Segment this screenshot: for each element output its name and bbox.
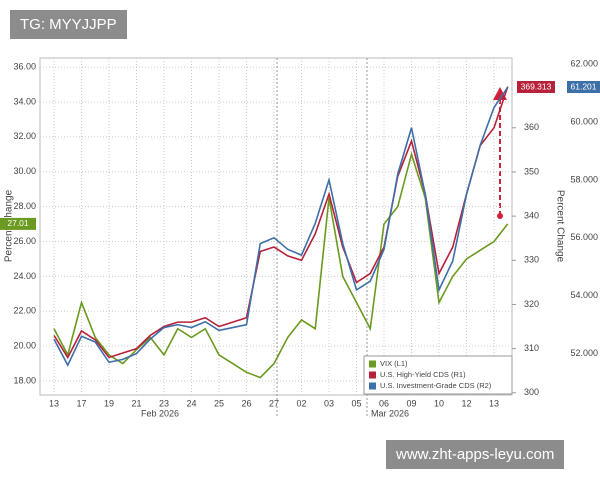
arrow-head <box>493 87 507 100</box>
y-tick-label: 36.00 <box>13 61 36 71</box>
y2-tick-label: 310 <box>524 343 539 353</box>
value-tag-label: 27.01 <box>7 218 29 228</box>
y2-tick-label: 360 <box>524 122 539 132</box>
watermark: TG: MYYJJPP <box>10 10 127 39</box>
x-group-label: Mar 2026 <box>371 408 409 418</box>
value-tag <box>517 81 555 93</box>
y-tick-label: 30.00 <box>13 166 36 176</box>
y2-tick-label: 330 <box>524 255 539 265</box>
value-tag-label: 61.201 <box>571 81 597 91</box>
x-tick-label: 23 <box>159 398 169 408</box>
y-tick-label: 24.00 <box>13 271 36 281</box>
legend-swatch <box>369 382 376 390</box>
legend-label: U.S. High-Yield CDS (R1) <box>380 370 466 379</box>
x-tick-label: 21 <box>131 398 141 408</box>
y2-axis-title: Percent Change <box>554 190 565 263</box>
y3-tick-label: 52.000 <box>570 348 598 358</box>
series-line <box>53 86 509 360</box>
x-group-label: Feb 2026 <box>141 408 179 418</box>
y3-tick-label: 58.000 <box>570 174 598 184</box>
x-tick-label: 13 <box>49 398 59 408</box>
series-line <box>53 151 509 379</box>
y3-tick-label: 60.000 <box>570 116 598 126</box>
legend-swatch <box>369 371 376 379</box>
y2-tick-label: 350 <box>524 166 539 176</box>
x-tick-label: 02 <box>296 398 306 408</box>
series-line <box>53 86 509 367</box>
y-tick-label: 28.00 <box>13 201 36 211</box>
x-tick-label: 24 <box>186 398 196 408</box>
x-tick-label: 06 <box>379 398 389 408</box>
legend-swatch <box>369 360 376 368</box>
y-tick-label: 22.00 <box>13 306 36 316</box>
value-tag-label: 369.313 <box>521 81 552 91</box>
x-tick-label: 13 <box>489 398 499 408</box>
y2-tick-label: 320 <box>524 299 539 309</box>
legend-label: VIX (L1) <box>380 359 408 368</box>
y2-tick-label: 300 <box>524 387 539 397</box>
x-tick-label: 26 <box>241 398 251 408</box>
y-tick-label: 26.00 <box>13 236 36 246</box>
arrow-tail <box>497 213 503 219</box>
x-tick-label: 05 <box>351 398 361 408</box>
x-tick-label: 09 <box>406 398 416 408</box>
x-tick-label: 19 <box>104 398 114 408</box>
value-tag <box>0 217 36 230</box>
y3-tick-label: 62.000 <box>570 58 598 68</box>
y-tick-label: 34.00 <box>13 96 36 106</box>
y-tick-label: 18.00 <box>13 375 36 385</box>
legend-label: U.S. Investment-Grade CDS (R2) <box>380 381 492 390</box>
y3-tick-label: 54.000 <box>570 290 598 300</box>
x-tick-label: 27 <box>269 398 279 408</box>
plot-frame <box>39 57 513 396</box>
x-tick-label: 10 <box>434 398 444 408</box>
x-tick-label: 17 <box>76 398 86 408</box>
value-tag <box>567 81 600 93</box>
y-tick-label: 32.00 <box>13 131 36 141</box>
legend-box <box>363 355 513 395</box>
y3-tick-label: 56.000 <box>570 232 598 242</box>
x-tick-label: 12 <box>461 398 471 408</box>
x-tick-label: 25 <box>214 398 224 408</box>
x-tick-label: 03 <box>324 398 334 408</box>
legend: VIX (L1) U.S. High-Yield CDS (R1) U.S. Inv… <box>363 355 513 395</box>
y-tick-label: 20.00 <box>13 341 36 351</box>
watermark: www.zht-apps-leyu.com <box>386 440 565 469</box>
y2-tick-label: 340 <box>524 210 539 220</box>
